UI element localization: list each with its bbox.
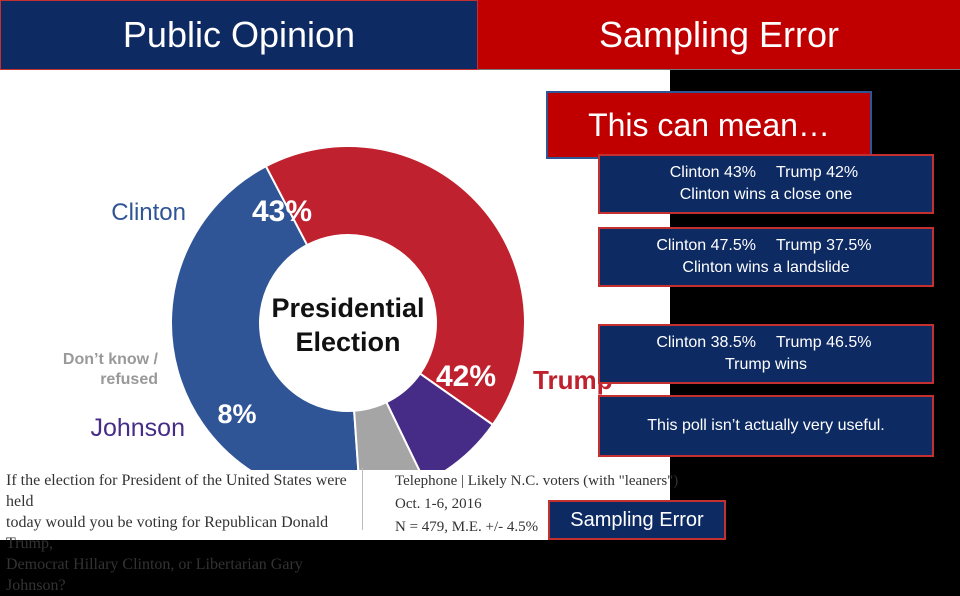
- scenario-trump: Trump 42%: [776, 164, 859, 181]
- sampling-error-label: Sampling Error: [570, 508, 704, 531]
- conclusion-box: This poll isn’t actually very useful.: [598, 395, 934, 457]
- legend-label-undecided-line-2: refused: [100, 371, 158, 388]
- scenario-trump: Trump 37.5%: [776, 237, 872, 254]
- scenario-clinton: Clinton 38.5%: [656, 334, 756, 351]
- poll-method: Telephone | Likely N.C. voters (with "le…: [395, 473, 679, 489]
- scenario-box-1: Clinton 43% Trump 42% Clinton wins a clos…: [598, 154, 934, 214]
- chart-title-line-1: Presidential: [271, 293, 424, 323]
- poll-sample: N = 479, M.E. +/- 4.5%: [395, 519, 539, 535]
- poll-question-line: today would you be voting for Republican…: [6, 514, 329, 552]
- callout-text: This can mean…: [588, 106, 830, 143]
- poll-question: If the election for President of the Uni…: [6, 470, 352, 596]
- conclusion-text: This poll isn’t actually very useful.: [647, 417, 885, 434]
- scenario-outcome: Clinton wins a close one: [679, 186, 853, 203]
- header-right-title: Sampling Error: [598, 13, 840, 55]
- scenario-trump: Trump 46.5%: [776, 334, 872, 351]
- slice-johnson: [384, 372, 495, 470]
- chart-title-line-2: Election: [295, 327, 400, 357]
- scenario-box-2: Clinton 47.5% Trump 37.5% Clinton wins a …: [598, 227, 934, 287]
- poll-dates: Oct. 1-6, 2016: [395, 496, 482, 512]
- value-label-trump: 42%: [436, 360, 496, 393]
- header-public-opinion: Public Opinion: [0, 0, 478, 70]
- value-label-johnson: 8%: [217, 399, 256, 429]
- legend-label-undecided-line-1: Don’t know /: [63, 351, 159, 368]
- scenario-outcome: Trump wins: [724, 356, 808, 373]
- poll-methodology: Telephone | Likely N.C. voters (with "le…: [395, 470, 685, 539]
- slice-undecided: [353, 400, 421, 470]
- callout-this-can-mean: This can mean…: [546, 91, 872, 159]
- header-left-title: Public Opinion: [122, 14, 356, 55]
- scenario-clinton: Clinton 43%: [669, 164, 756, 181]
- caption-divider: [362, 468, 363, 530]
- donut-chart: Presidential Election 43% 42% 8% 6% Clin…: [63, 145, 612, 470]
- scenario-clinton: Clinton 47.5%: [656, 237, 756, 254]
- value-label-undecided: 6%: [190, 341, 229, 371]
- slice-clinton: [170, 164, 360, 470]
- legend-label-clinton: Clinton: [111, 199, 186, 226]
- scenario-box-3: Clinton 38.5% Trump 46.5% Trump wins: [598, 324, 934, 384]
- poll-question-line: Democrat Hillary Clinton, or Libertarian…: [6, 556, 303, 594]
- legend-label-johnson: Johnson: [90, 414, 185, 442]
- header-sampling-error: Sampling Error: [478, 0, 960, 70]
- slice-trump: [264, 145, 526, 427]
- sampling-error-button[interactable]: Sampling Error: [548, 500, 726, 540]
- value-label-clinton: 43%: [252, 195, 312, 228]
- poll-question-line: If the election for President of the Uni…: [6, 472, 347, 510]
- scenario-outcome: Clinton wins a landslide: [682, 259, 850, 276]
